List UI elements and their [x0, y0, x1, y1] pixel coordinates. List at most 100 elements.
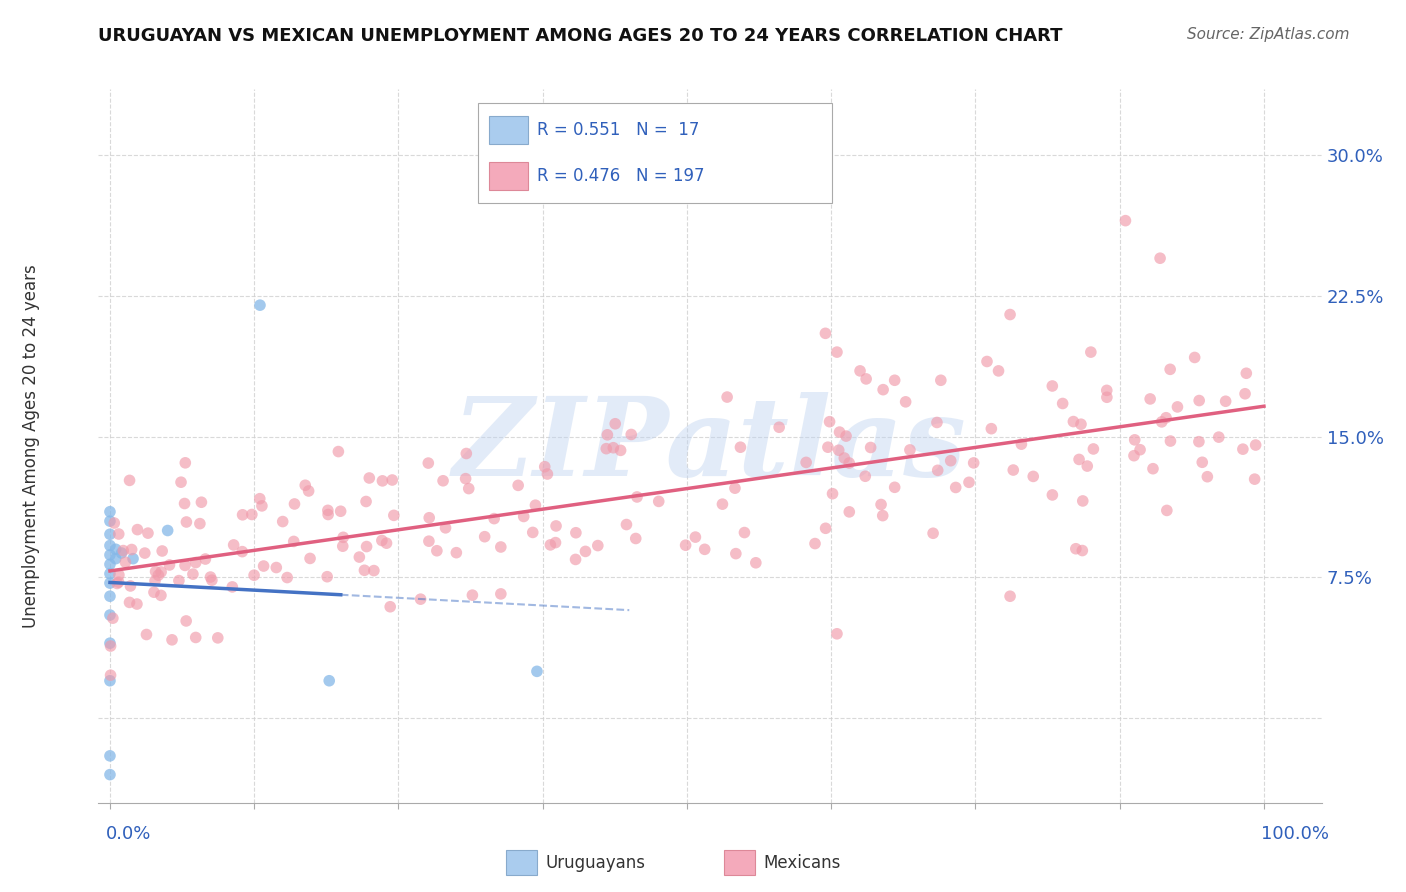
Point: [804, 536, 827, 550]
Point: [1215, 394, 1237, 409]
Point: [181, 567, 204, 582]
Point: [354, 494, 377, 508]
Point: [100, 668, 122, 682]
Point: [524, 498, 547, 512]
Point: [1002, 463, 1025, 477]
Point: [609, 443, 631, 458]
Point: [98, 673, 121, 688]
Point: [184, 556, 207, 570]
Point: [298, 483, 321, 498]
Point: [814, 521, 837, 535]
Point: [872, 508, 894, 523]
Point: [693, 542, 716, 557]
Point: [1234, 366, 1257, 380]
Point: [1040, 379, 1063, 393]
Point: [1154, 410, 1177, 425]
Point: [98, 607, 121, 622]
Point: [1064, 541, 1087, 556]
Point: [118, 474, 141, 488]
Point: [564, 552, 586, 566]
Point: [380, 599, 402, 614]
Point: [328, 444, 350, 458]
Point: [1139, 392, 1161, 406]
Point: [945, 480, 967, 494]
Point: [1197, 469, 1219, 483]
Point: [821, 486, 844, 500]
Point: [184, 631, 207, 645]
Point: [648, 494, 671, 508]
Point: [883, 373, 905, 387]
Point: [156, 524, 179, 538]
Point: [371, 533, 394, 548]
Text: ZIPatlas: ZIPatlas: [453, 392, 967, 500]
Point: [329, 504, 352, 518]
Point: [508, 478, 530, 492]
Point: [489, 587, 512, 601]
Point: [104, 542, 127, 557]
Point: [112, 543, 135, 558]
Point: [859, 441, 882, 455]
Point: [426, 543, 449, 558]
Point: [675, 538, 697, 552]
Point: [596, 427, 619, 442]
Point: [105, 576, 128, 591]
Point: [1071, 543, 1094, 558]
Point: [835, 429, 858, 443]
Point: [170, 475, 193, 490]
Point: [283, 497, 305, 511]
Point: [998, 308, 1021, 322]
Point: [375, 536, 398, 550]
Point: [249, 298, 271, 312]
Text: 0.0%: 0.0%: [105, 825, 150, 843]
Point: [1070, 417, 1092, 432]
Point: [1188, 434, 1211, 449]
Point: [143, 574, 166, 588]
Point: [432, 474, 454, 488]
Point: [332, 539, 354, 553]
Point: [188, 516, 211, 531]
Point: [150, 544, 173, 558]
Point: [685, 530, 707, 544]
Point: [1243, 472, 1265, 486]
Point: [174, 614, 197, 628]
Point: [454, 472, 477, 486]
Point: [474, 530, 496, 544]
Point: [418, 534, 440, 549]
Point: [271, 515, 294, 529]
Point: [1123, 433, 1146, 447]
Point: [927, 463, 949, 477]
Point: [939, 453, 962, 467]
Point: [148, 568, 170, 582]
Point: [145, 565, 167, 579]
Point: [174, 558, 197, 573]
Point: [828, 443, 851, 458]
Point: [101, 611, 124, 625]
Point: [418, 456, 440, 470]
Point: [332, 530, 354, 544]
Point: [461, 588, 484, 602]
Point: [963, 456, 986, 470]
Point: [922, 526, 945, 541]
Point: [565, 525, 588, 540]
Point: [316, 503, 339, 517]
Point: [768, 420, 790, 434]
Point: [100, 639, 122, 653]
Point: [894, 394, 917, 409]
Text: Uruguayans: Uruguayans: [546, 854, 645, 871]
Point: [794, 455, 817, 469]
Point: [1149, 251, 1171, 265]
Point: [1142, 461, 1164, 475]
Point: [825, 345, 848, 359]
Point: [250, 499, 273, 513]
Point: [98, 748, 121, 763]
Point: [457, 482, 479, 496]
Point: [316, 508, 339, 522]
Point: [1067, 452, 1090, 467]
Point: [114, 555, 136, 569]
Point: [382, 508, 405, 523]
Text: Unemployment Among Ages 20 to 24 years: Unemployment Among Ages 20 to 24 years: [22, 264, 39, 628]
Point: [1166, 400, 1188, 414]
Point: [107, 575, 129, 590]
Point: [1184, 351, 1206, 365]
Point: [1129, 442, 1152, 457]
